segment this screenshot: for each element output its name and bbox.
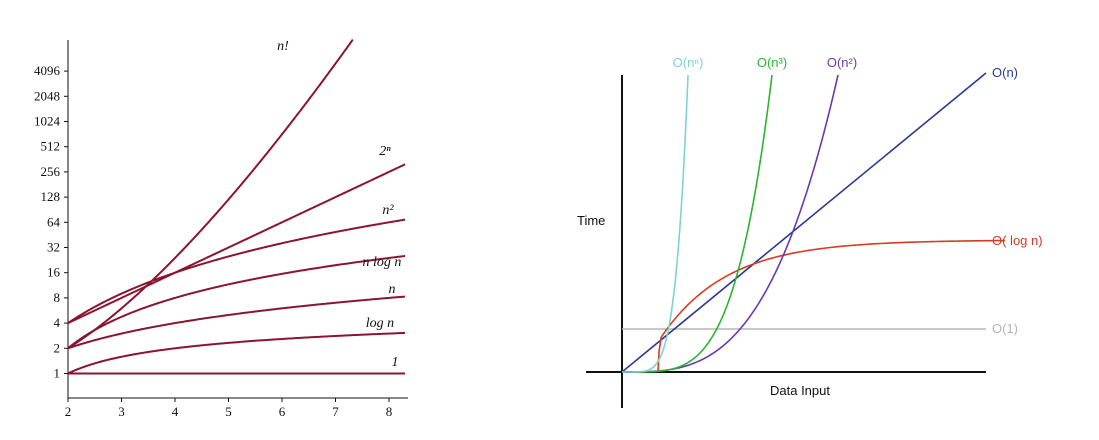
left-curve-log-n xyxy=(67,331,406,375)
left-curve-2-n xyxy=(67,163,406,325)
right-label-o-n-n: O(nⁿ) xyxy=(673,55,704,70)
left-y-tick-label: 1 xyxy=(54,366,61,381)
right-x-axis-title: Data Input xyxy=(770,383,830,398)
left-x-tick-label: 8 xyxy=(386,404,393,419)
left-y-tick-label: 512 xyxy=(41,139,61,154)
right-label-o-log-n: O( log n) xyxy=(992,233,1043,248)
left-curves xyxy=(67,39,406,375)
left-y-tick-label: 32 xyxy=(47,240,60,255)
left-curve-n-2 xyxy=(67,218,406,324)
right-curve-o-n xyxy=(621,72,987,373)
right-chart: Time Data Input O(nⁿ) O(n³) O(n²) O(n) O( lo… xyxy=(577,55,1043,408)
left-label-2-n: 2ⁿ xyxy=(379,144,391,159)
left-series-labels: n! 2ⁿ n² n log n n log n 1 xyxy=(277,39,401,370)
left-y-tick-label: 8 xyxy=(54,290,61,305)
right-series-labels: O(nⁿ) O(n³) O(n²) O(n) O( log n) O(1) xyxy=(673,55,1043,336)
left-y-tick-label: 256 xyxy=(41,164,61,179)
left-label-n-2: n² xyxy=(382,203,394,218)
left-curve-n xyxy=(67,295,406,350)
left-y-tick-label: 2 xyxy=(54,340,61,355)
right-curve-o-n-3 xyxy=(622,74,773,373)
right-y-axis-title: Time xyxy=(577,213,605,228)
left-x-ticks: 2 3 4 5 6 7 8 xyxy=(65,398,393,419)
right-label-o-n-3: O(n³) xyxy=(757,55,787,70)
left-x-tick-label: 3 xyxy=(118,404,125,419)
left-label-n-log-n: n log n xyxy=(363,255,402,270)
right-curve-o-n-n xyxy=(622,74,689,373)
left-y-tick-label: 16 xyxy=(47,265,61,280)
left-x-tick-label: 2 xyxy=(65,404,72,419)
left-y-tick-label: 64 xyxy=(47,214,61,229)
left-label-log-n: log n xyxy=(366,316,394,331)
right-label-o-n-2: O(n²) xyxy=(827,55,857,70)
left-y-ticks: 1 2 4 8 16 32 64 128 256 512 1024 2048 4096 xyxy=(34,63,68,381)
left-x-tick-label: 5 xyxy=(225,404,232,419)
left-curve-n-log-n xyxy=(67,254,406,350)
right-label-o-n: O(n) xyxy=(992,65,1018,80)
left-y-tick-label: 128 xyxy=(41,189,61,204)
left-y-tick-label: 1024 xyxy=(34,114,61,129)
left-y-tick-label: 2048 xyxy=(34,88,60,103)
left-curve-n xyxy=(67,39,354,350)
left-label-n: n xyxy=(389,282,396,297)
left-label-n: n! xyxy=(277,39,289,54)
right-curve-o-log-n xyxy=(657,239,1006,373)
left-x-tick-label: 4 xyxy=(172,404,179,419)
left-label-1: 1 xyxy=(392,355,399,370)
right-curves xyxy=(621,72,1006,373)
right-curve-o-n-2 xyxy=(622,74,839,373)
left-y-tick-label: 4096 xyxy=(34,63,61,78)
left-y-tick-label: 4 xyxy=(54,315,61,330)
left-x-tick-label: 6 xyxy=(279,404,286,419)
left-x-tick-label: 7 xyxy=(332,404,339,419)
right-label-o-1: O(1) xyxy=(992,321,1018,336)
